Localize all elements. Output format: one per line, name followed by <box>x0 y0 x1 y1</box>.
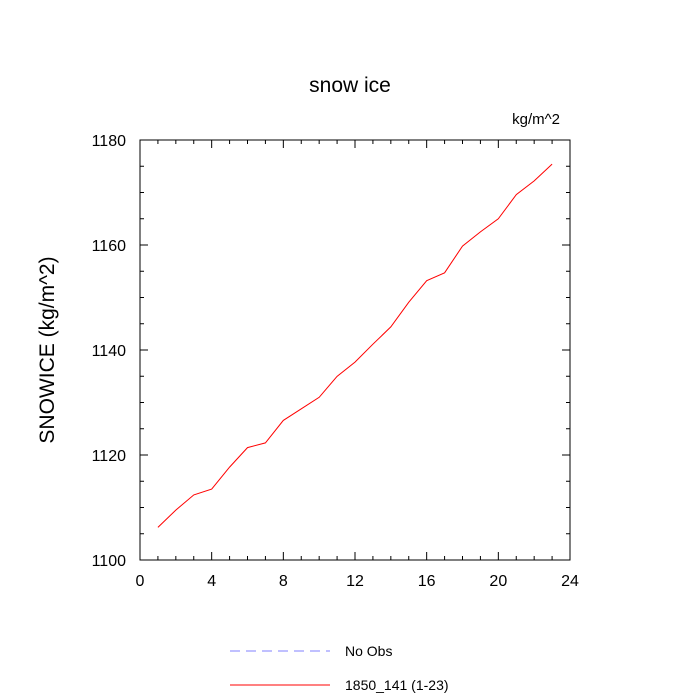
x-tick-label: 12 <box>346 573 364 590</box>
x-tick-label: 16 <box>418 573 436 590</box>
y-tick-label: 1120 <box>92 448 127 465</box>
axes: 0 4 8 12 16 20 24 1100 1120 1140 1160 1180 <box>92 133 579 590</box>
y-tick-label: 1180 <box>92 133 127 150</box>
y-tick-label: 1160 <box>92 238 127 255</box>
x-tick-label: 0 <box>136 573 145 590</box>
y-axis-label: SNOWICE (kg/m^2) <box>36 256 59 443</box>
legend-label: No Obs <box>345 643 392 659</box>
legend: No Obs 1850_141 (1-23) <box>230 643 449 693</box>
x-tick-label: 8 <box>279 573 288 590</box>
units-label: kg/m^2 <box>512 111 560 128</box>
x-tick-label: 20 <box>489 573 507 590</box>
y-tick-label: 1140 <box>92 343 127 360</box>
series-line <box>157 163 553 528</box>
y-tick-label: 1100 <box>92 553 127 570</box>
series-layer <box>157 163 553 528</box>
x-tick-label: 4 <box>207 573 216 590</box>
chart-title: snow ice <box>309 74 391 97</box>
plot-frame <box>139 139 571 561</box>
legend-label: 1850_141 (1-23) <box>345 677 449 693</box>
x-tick-label: 24 <box>561 573 579 590</box>
